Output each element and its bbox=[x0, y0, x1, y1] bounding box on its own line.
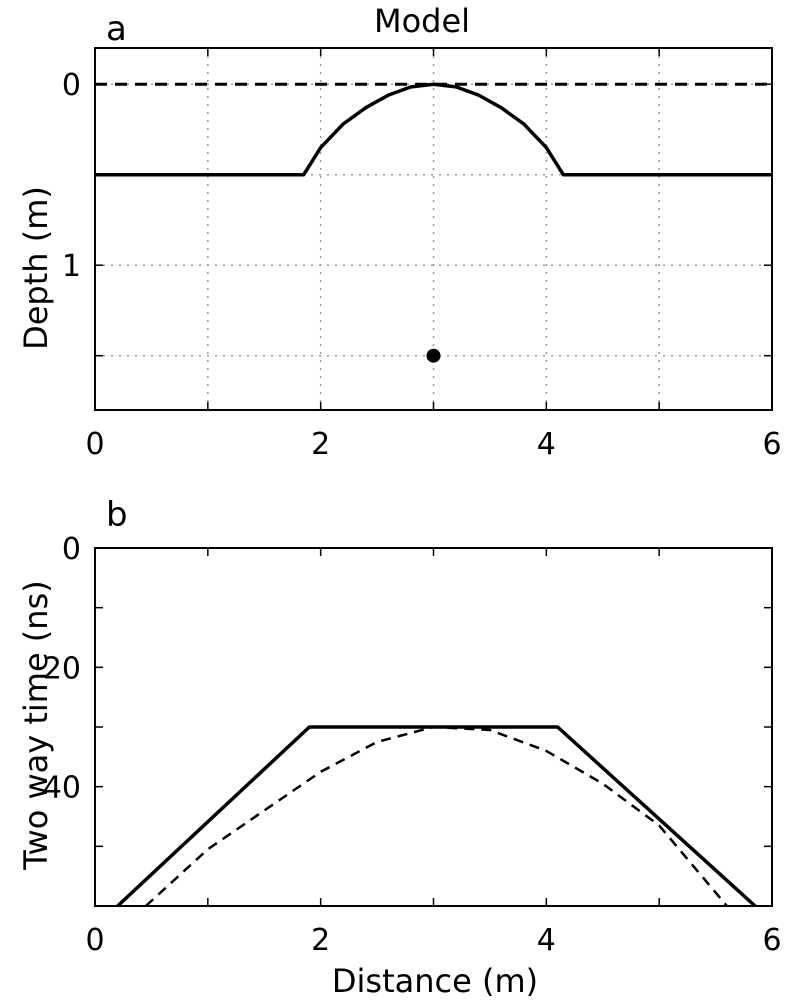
plot-frame bbox=[94, 47, 773, 411]
y-tick-label: 0 bbox=[62, 68, 81, 103]
interface-line bbox=[95, 82, 772, 177]
x-tick-label: 2 bbox=[311, 923, 330, 958]
dashed-series-line bbox=[144, 725, 728, 907]
y-tick-label: 40 bbox=[43, 771, 81, 806]
y-tick-label: 20 bbox=[43, 651, 81, 686]
x-tick-label: 0 bbox=[85, 427, 104, 462]
x-tick-label: 6 bbox=[762, 923, 781, 958]
y-axis-label: Depth (m) bbox=[17, 186, 55, 350]
x-tick-label: 2 bbox=[311, 427, 330, 462]
source-point bbox=[426, 348, 441, 363]
x-tick-label: 4 bbox=[537, 923, 556, 958]
plot-frame bbox=[94, 547, 773, 907]
y-tick-label: 0 bbox=[62, 532, 81, 567]
panel-a-model-chart: a Model Depth (m) 0 2 4 6 0 1 bbox=[17, 2, 782, 462]
x-axis-label: Distance (m) bbox=[332, 962, 538, 1000]
x-tick-label: 0 bbox=[85, 923, 104, 958]
panel-a-label: a bbox=[106, 9, 127, 49]
series-layer bbox=[95, 82, 772, 363]
x-tick-label: 4 bbox=[537, 427, 556, 462]
tick-labels: 0 2 4 6 0 1 bbox=[62, 68, 782, 462]
chart-title: Model bbox=[374, 2, 470, 40]
panel-b-label: b bbox=[106, 495, 128, 535]
ticks bbox=[95, 547, 772, 906]
y-tick-label: 1 bbox=[62, 249, 81, 284]
y-axis-label: Two way time (ns) bbox=[17, 580, 55, 870]
solid-series-line bbox=[116, 725, 757, 908]
panel-b-travel-time-chart: b Two way time (ns) Distance (m) 0 2 4 6 0 20… bbox=[17, 495, 782, 1000]
tick-labels: 0 2 4 6 0 20 40 bbox=[43, 532, 782, 958]
series-layer bbox=[116, 725, 757, 908]
x-tick-label: 6 bbox=[762, 427, 781, 462]
